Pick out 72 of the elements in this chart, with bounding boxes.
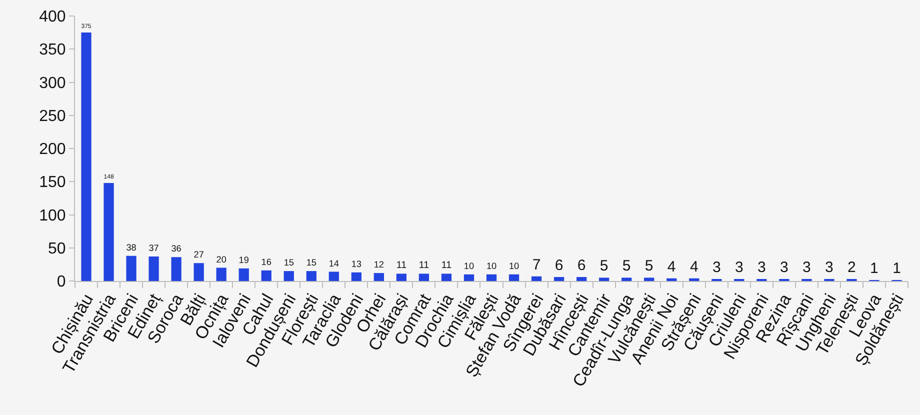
bar xyxy=(374,273,384,281)
data-label: 11 xyxy=(396,260,407,272)
data-label: 15 xyxy=(284,258,294,268)
bar xyxy=(576,277,587,281)
bar xyxy=(644,278,654,281)
data-label: 3 xyxy=(712,259,721,276)
y-tick-label: 100 xyxy=(39,207,66,224)
data-label: 3 xyxy=(734,259,744,276)
y-tick-label: 400 xyxy=(39,8,66,26)
data-label: 3 xyxy=(825,259,834,276)
data-label: 4 xyxy=(690,258,698,276)
bar xyxy=(599,278,610,281)
data-label: 20 xyxy=(216,254,226,264)
data-label: 5 xyxy=(600,258,608,275)
y-tick-label: 0 xyxy=(56,274,66,291)
y-tick-label: 250 xyxy=(39,108,66,125)
bar xyxy=(396,274,407,281)
bar xyxy=(238,268,249,281)
bar xyxy=(689,278,700,281)
data-label: 15 xyxy=(306,258,316,268)
data-label: 1 xyxy=(892,260,901,277)
data-label: 11 xyxy=(418,260,430,272)
bar xyxy=(554,277,564,281)
bar xyxy=(531,276,542,281)
bar xyxy=(126,256,136,281)
data-label: 6 xyxy=(554,257,564,274)
data-label: 3 xyxy=(757,259,766,276)
data-label: 1 xyxy=(870,260,878,277)
data-label: 11 xyxy=(441,260,452,272)
bar xyxy=(418,274,430,281)
data-label: 38 xyxy=(126,242,136,252)
data-label: 27 xyxy=(194,250,204,260)
bar xyxy=(261,270,272,281)
bar xyxy=(194,263,204,281)
y-tick-label: 150 xyxy=(39,174,66,192)
bar xyxy=(284,271,294,281)
bar xyxy=(328,272,339,281)
y-tick-label: 200 xyxy=(39,141,66,158)
y-tick-label: 300 xyxy=(39,74,66,92)
data-label: 10 xyxy=(486,260,497,271)
bar xyxy=(81,32,92,281)
bar xyxy=(148,256,159,281)
data-label: 7 xyxy=(532,256,541,274)
bar xyxy=(171,257,182,281)
data-label: 2 xyxy=(848,259,856,276)
bar xyxy=(622,278,632,281)
data-label: 19 xyxy=(238,254,249,265)
bar xyxy=(464,274,474,281)
data-label: 5 xyxy=(644,258,654,275)
bar xyxy=(104,182,114,281)
data-label: 37 xyxy=(148,243,159,254)
data-label: 13 xyxy=(351,258,362,269)
data-label: 10 xyxy=(508,260,520,271)
data-label: 16 xyxy=(261,256,272,267)
data-label: 12 xyxy=(374,260,384,270)
bar xyxy=(216,268,226,281)
bar xyxy=(351,272,362,281)
data-label: 3 xyxy=(802,259,811,276)
data-label: 4 xyxy=(667,258,676,276)
bar xyxy=(666,278,677,281)
data-label: 5 xyxy=(622,258,631,275)
data-label: 36 xyxy=(171,244,182,254)
data-label: 10 xyxy=(464,260,474,271)
y-tick-label: 50 xyxy=(48,240,66,258)
data-label: 6 xyxy=(577,257,586,274)
bar xyxy=(486,274,497,281)
bar xyxy=(441,274,452,281)
y-tick-label: 350 xyxy=(39,42,66,59)
bar xyxy=(508,274,520,281)
data-label: 14 xyxy=(328,258,339,268)
data-label: 3 xyxy=(780,259,788,276)
bar xyxy=(306,271,316,281)
